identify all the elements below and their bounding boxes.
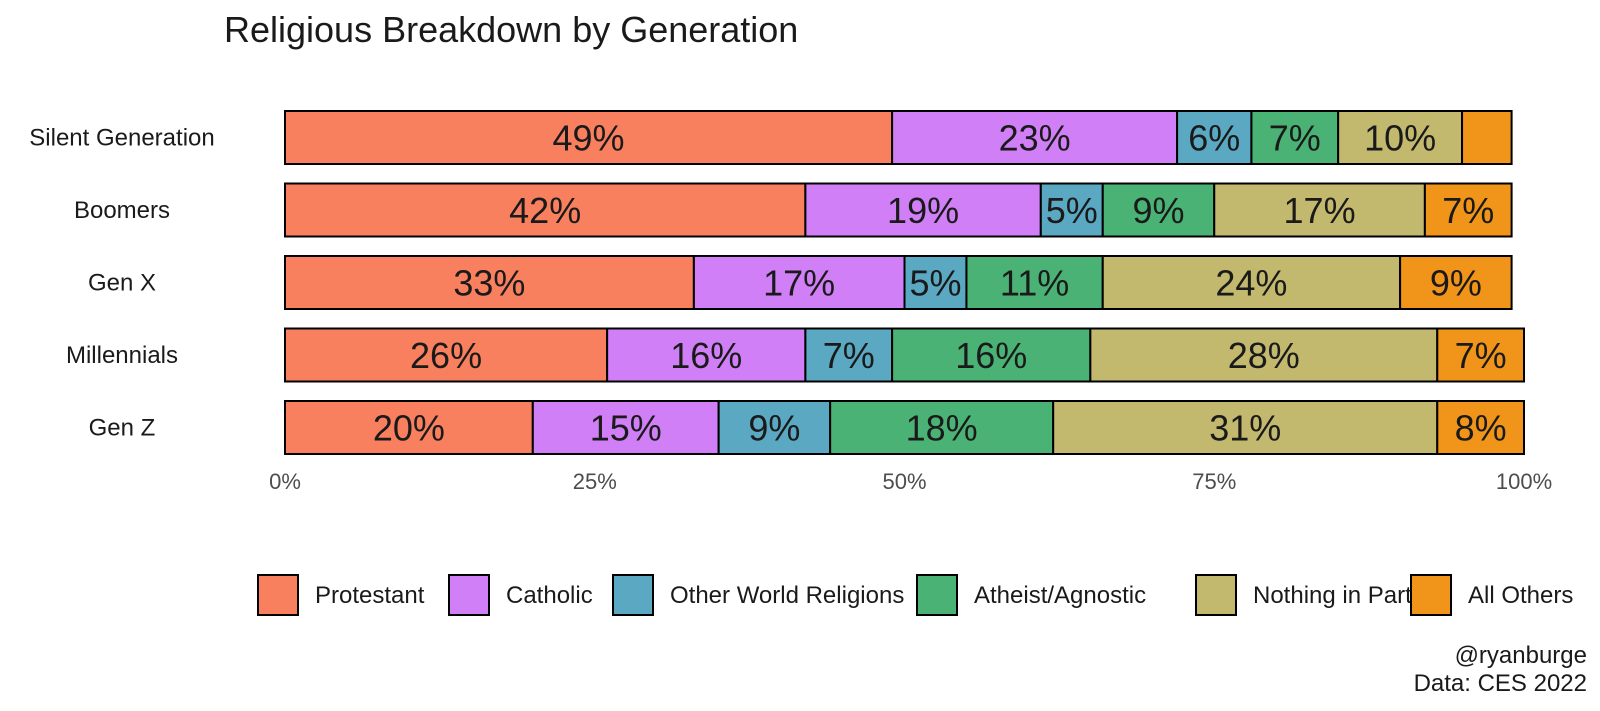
caption-source: Data: CES 2022 (1414, 670, 1587, 697)
data-label: 7% (1455, 335, 1507, 376)
legend-swatch (916, 574, 958, 616)
x-tick-label: 50% (882, 469, 926, 494)
data-label: 16% (670, 335, 742, 376)
bar-segment (531, 400, 720, 455)
data-label: 11% (1000, 263, 1069, 304)
data-label: 19% (887, 190, 959, 231)
x-tick-label: 100% (1496, 469, 1552, 494)
x-tick-label: 0% (269, 469, 301, 494)
x-tick-label: 25% (573, 469, 617, 494)
bar-segment (606, 327, 807, 383)
bar-segment (1337, 110, 1464, 165)
data-label: 18% (906, 408, 978, 449)
bar-segment (284, 110, 894, 165)
data-label: 31% (1209, 408, 1281, 449)
bar-segment (284, 255, 695, 310)
data-label: 7% (1442, 190, 1494, 231)
category-label: Silent Generation (29, 125, 214, 152)
data-label: 9% (1430, 263, 1482, 304)
data-label: 9% (1132, 190, 1184, 231)
bar-segment (804, 182, 1042, 238)
legend-label: Other World Religions (670, 582, 904, 609)
x-tick-label: 75% (1192, 469, 1236, 494)
data-label: 26% (410, 335, 482, 376)
caption-handle: @ryanburge (1455, 642, 1587, 669)
data-label: 9% (748, 408, 800, 449)
data-label: 5% (909, 263, 961, 304)
data-label: 17% (1284, 190, 1356, 231)
data-label: 15% (590, 408, 662, 449)
bar-segment (903, 255, 968, 310)
data-label: 49% (553, 118, 625, 159)
bar-segment (1176, 110, 1253, 165)
data-label: 7% (823, 335, 875, 376)
category-labels: Silent Generation Boomers Gen X Millennials… (29, 125, 214, 442)
bar-segment (284, 327, 609, 383)
legend-swatch (1410, 574, 1452, 616)
data-label: 17% (763, 263, 835, 304)
data-label: 33% (453, 263, 525, 304)
legend-label: Catholic (506, 582, 593, 609)
bar-segment (1101, 255, 1402, 310)
category-label: Gen Z (89, 415, 156, 442)
bar-segment (1213, 182, 1426, 238)
bar-segment (1101, 182, 1216, 238)
category-label: Gen X (88, 270, 156, 297)
bar-segment (1423, 182, 1513, 238)
data-label: 20% (373, 408, 445, 449)
data-label: 8% (1455, 408, 1507, 449)
bars: 49% 23% 6% 7% 10%42% 19% 5% 9% 17% 7%33% 17% 5% 11% 2… (284, 110, 1526, 455)
data-label: 42% (509, 190, 581, 231)
bar-segment (1436, 400, 1526, 455)
data-label: 16% (955, 335, 1027, 376)
bar-segment (1052, 400, 1439, 455)
data-label: 6% (1188, 118, 1240, 159)
legend-label: Atheist/Agnostic (974, 582, 1146, 609)
bar-segment (692, 255, 906, 310)
bar-segment (891, 327, 1092, 383)
bar-segment (829, 400, 1055, 455)
bar-segment (1461, 110, 1513, 165)
chart-title: Religious Breakdown by Generation (224, 9, 798, 50)
bar-segment (1039, 182, 1104, 238)
bar-segment (284, 182, 807, 238)
legend-label: Protestant (315, 582, 425, 609)
legend-label: All Others (1468, 582, 1573, 609)
legend: Protestant Catholic Other World Religions A… (257, 574, 1573, 616)
bar-segment (1089, 327, 1439, 383)
data-label: 28% (1228, 335, 1300, 376)
data-label: 7% (1269, 118, 1321, 159)
bar-segment (1399, 255, 1513, 310)
bar-segment (804, 327, 894, 383)
legend-label: Nothing in Part. (1253, 582, 1418, 609)
data-label: 23% (999, 118, 1071, 159)
category-label: Boomers (74, 197, 170, 224)
legend-swatch (1195, 574, 1237, 616)
bar-segment (1436, 327, 1526, 383)
data-label: 24% (1215, 263, 1287, 304)
bar-segment (891, 110, 1179, 165)
legend-swatch (257, 574, 299, 616)
category-label: Millennials (66, 342, 178, 369)
legend-swatch (448, 574, 490, 616)
x-axis-ticks: 0% 25% 50% 75% 100% (269, 469, 1552, 494)
data-label: 10% (1364, 118, 1436, 159)
legend-swatch (612, 574, 654, 616)
data-label: 5% (1046, 190, 1098, 231)
